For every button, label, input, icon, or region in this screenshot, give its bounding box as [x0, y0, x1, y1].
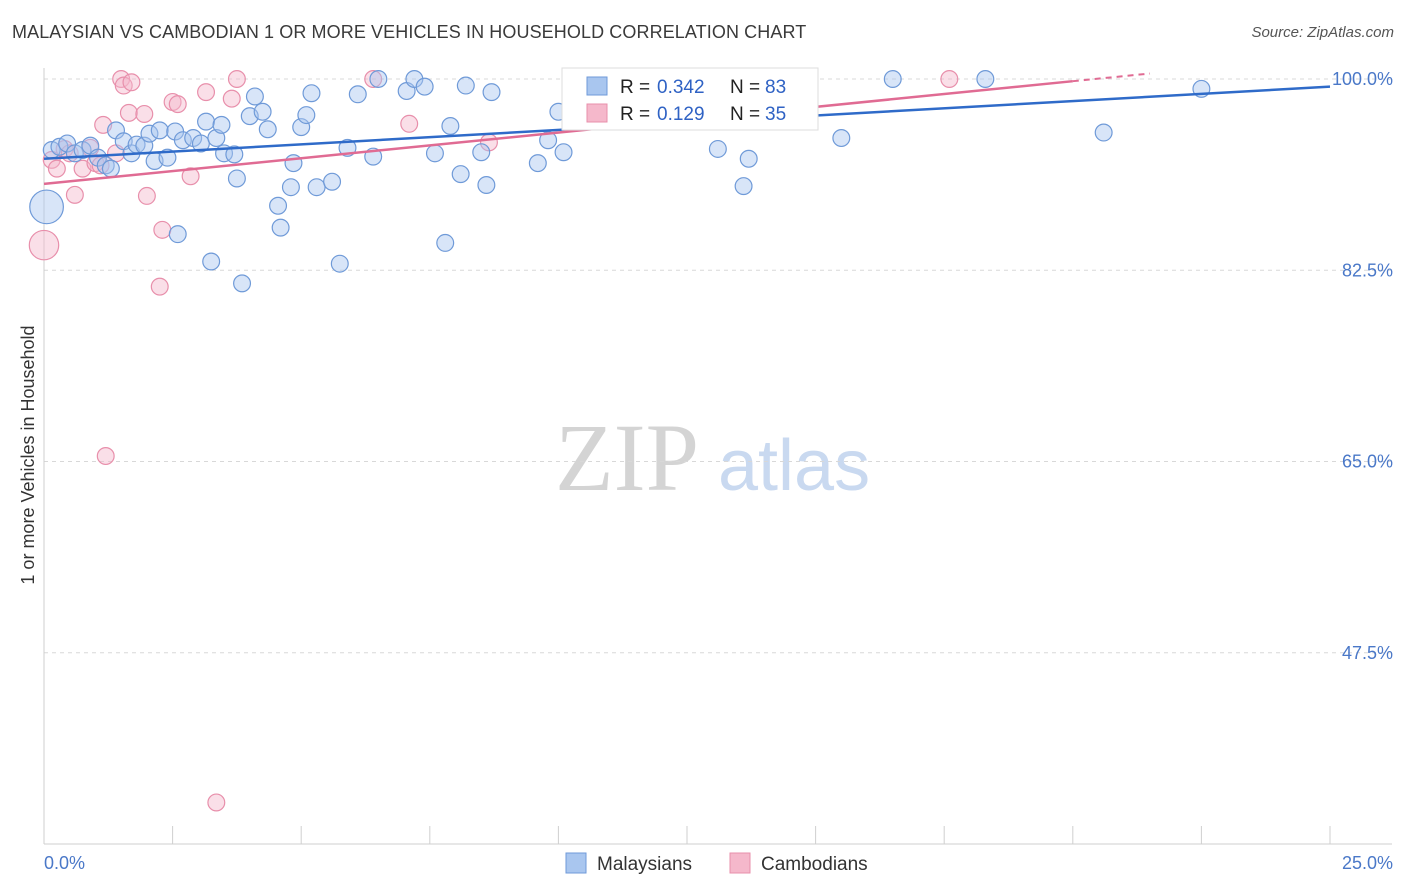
chart-title: MALAYSIAN VS CAMBODIAN 1 OR MORE VEHICLE…	[12, 22, 807, 42]
malaysian-point	[734, 177, 753, 196]
malaysian-point	[539, 131, 558, 150]
y-tick-label: 65.0%	[1342, 452, 1393, 472]
x-tick-label-min: 0.0%	[44, 853, 85, 873]
malaysian-point	[281, 178, 300, 197]
cambodian-point	[150, 277, 169, 296]
cambodian-point	[47, 159, 66, 178]
cambodian-trend-line-extension	[1072, 72, 1151, 83]
malaysian-point	[158, 148, 177, 167]
malaysian-point	[554, 143, 573, 162]
malaysian-point	[348, 85, 367, 104]
stats-swatch-pink	[586, 103, 608, 123]
cambodian-point	[227, 69, 246, 88]
y-tick-label: 100.0%	[1332, 69, 1393, 89]
malaysian-point	[472, 143, 491, 162]
stats-n-value-1: 83	[765, 77, 786, 98]
legend-swatch-malaysians	[565, 852, 587, 874]
legend: Malaysians Cambodians	[565, 852, 868, 875]
malaysian-point	[245, 87, 264, 106]
cambodian-point	[119, 103, 138, 122]
malaysian-point	[269, 196, 288, 215]
cambodian-point	[65, 185, 84, 204]
stats-r-label-2: R =	[620, 104, 650, 125]
malaysian-point	[29, 189, 64, 225]
cambodian-point	[42, 150, 61, 169]
malaysian-point	[101, 159, 120, 178]
malaysian-point	[369, 69, 388, 88]
malaysian-point	[297, 106, 316, 125]
cambodian-point	[197, 83, 216, 102]
cambodian-point	[153, 220, 172, 239]
malaysian-point	[253, 102, 272, 121]
malaysian-point	[89, 148, 108, 167]
cambodian-point	[168, 95, 187, 114]
y-tick-label: 47.5%	[1342, 643, 1393, 663]
cambodian-point	[122, 73, 141, 92]
malaysian-point	[415, 77, 434, 96]
malaysian-point	[976, 69, 995, 88]
malaysian-point	[227, 169, 246, 188]
malaysian-point	[271, 218, 290, 237]
cambodian-trend-line	[43, 79, 1073, 186]
malaysian-point	[168, 225, 187, 244]
cambodian-point	[181, 167, 200, 186]
axes	[43, 68, 1392, 845]
y-tick-label: 82.5%	[1342, 260, 1393, 280]
y-axis-label: 1 or more Vehicles in Household	[18, 325, 38, 584]
cambodian-point	[940, 69, 959, 88]
grid-lines: 47.5% 65.0% 82.5% 100.0%	[44, 69, 1393, 663]
malaysian-point	[233, 274, 252, 293]
malaysian-point	[150, 121, 169, 140]
malaysian-point	[425, 144, 444, 163]
malaysian-point	[832, 129, 851, 148]
cambodian-point	[96, 447, 115, 466]
watermark-atlas: atlas	[718, 426, 870, 506]
malaysian-point	[307, 178, 326, 197]
stats-n-label-1: N =	[730, 77, 760, 98]
malaysian-point	[323, 172, 342, 191]
malaysian-point	[96, 156, 115, 175]
data-points	[28, 69, 1211, 812]
cambodian-point	[28, 229, 60, 261]
malaysian-point	[258, 120, 277, 139]
stats-r-value-2: 0.129	[657, 104, 705, 125]
cambodian-point	[364, 69, 383, 88]
malaysian-point	[225, 145, 244, 164]
malaysian-point	[302, 84, 321, 103]
stats-r-label-1: R =	[620, 77, 650, 98]
malaysian-point	[212, 115, 231, 134]
malaysian-point	[708, 139, 727, 158]
cambodian-point	[135, 104, 154, 123]
malaysian-point	[1094, 123, 1113, 142]
malaysian-point	[528, 154, 547, 173]
malaysian-point	[140, 124, 159, 143]
stats-n-value-2: 35	[765, 104, 786, 125]
x-tick-label-max: 25.0%	[1342, 853, 1393, 873]
legend-swatch-cambodians	[729, 852, 751, 874]
malaysian-point	[456, 76, 475, 95]
malaysian-point	[202, 252, 221, 271]
cambodian-point	[222, 89, 241, 108]
cambodian-point	[137, 186, 156, 205]
malaysian-point	[482, 83, 501, 102]
malaysian-point	[451, 165, 470, 184]
malaysian-point	[477, 176, 496, 195]
legend-label-malaysians: Malaysians	[597, 854, 692, 875]
cambodian-point	[400, 114, 419, 133]
legend-label-cambodians: Cambodians	[761, 854, 868, 875]
malaysian-point	[441, 116, 460, 135]
source-label: Source: ZipAtlas.com	[1251, 24, 1394, 41]
stats-swatch-blue	[586, 76, 608, 96]
malaysian-point	[436, 233, 455, 252]
stats-n-label-2: N =	[730, 104, 760, 125]
stats-r-value-1: 0.342	[657, 77, 705, 98]
malaysian-point	[197, 112, 216, 131]
watermark-zip: ZIP	[555, 404, 699, 511]
malaysian-point	[330, 254, 349, 273]
stats-box: R = 0.342 N = 83 R = 0.129 N = 35	[561, 67, 819, 131]
malaysian-point	[883, 69, 902, 88]
cambodian-point	[207, 793, 226, 812]
malaysian-point	[739, 149, 758, 168]
